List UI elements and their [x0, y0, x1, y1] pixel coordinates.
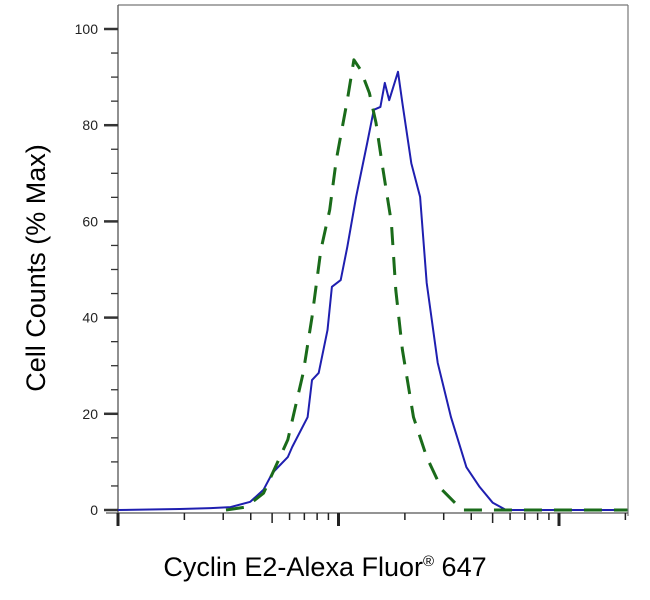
series-group: [117, 58, 628, 512]
y-tick-label: 20: [82, 406, 98, 422]
y-tick-label: 40: [82, 310, 98, 326]
y-tick-label: 80: [82, 117, 98, 133]
y-axis-label: Cell Counts (% Max): [21, 144, 51, 392]
registered-mark: ®: [422, 553, 435, 570]
x-axis-label-main: Cyclin E2-Alexa Fluor: [163, 552, 423, 582]
series-line-stained: [117, 70, 628, 511]
plot-frame: [106, 4, 629, 516]
x-axis-ticks: [116, 513, 627, 526]
y-tick-label: 60: [82, 213, 98, 229]
y-tick-label: 100: [75, 21, 99, 37]
y-axis-ticks: 0 20 40 60 80 100: [75, 21, 118, 518]
y-tick-label: 0: [90, 502, 98, 518]
x-axis-label: Cyclin E2-Alexa Fluor® 647: [0, 552, 650, 583]
x-axis-label-tail: 647: [434, 552, 487, 582]
